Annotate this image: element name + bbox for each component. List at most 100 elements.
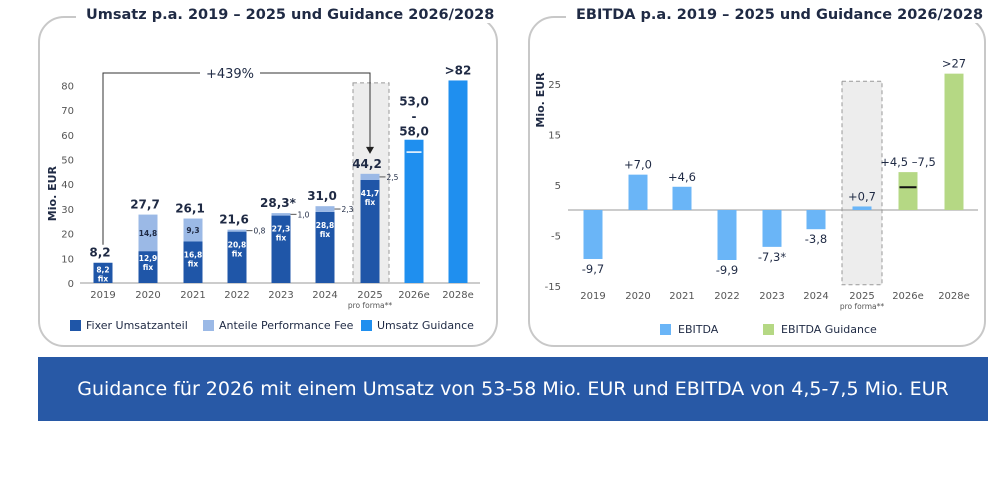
fixed-value-label: 27,3	[272, 225, 291, 234]
legend-label: Fixer Umsatzanteil	[86, 319, 188, 332]
y-tick-label: 25	[548, 80, 561, 91]
legend-swatch	[763, 324, 774, 335]
bar-ebitda-guidance	[944, 73, 964, 211]
perf-value-label: 2,5	[387, 173, 399, 182]
bar-fixed	[315, 211, 335, 283]
bar-performance-fee	[360, 173, 380, 181]
x-tick-label: 2026e	[892, 291, 924, 302]
y-tick-label: 30	[61, 205, 74, 216]
x-tick-label: 2025	[849, 291, 874, 302]
legend-swatch	[361, 320, 372, 331]
total-value-label: >82	[445, 63, 472, 77]
y-tick-label: 50	[61, 156, 74, 167]
x-tick-label: 2023	[268, 290, 293, 301]
perf-value-label: 14,8	[139, 229, 158, 238]
bar-fixed	[93, 262, 113, 283]
bar-ebitda-guidance	[898, 172, 918, 210]
x-tick-label: 2022	[714, 291, 739, 302]
bar-ebitda	[583, 210, 603, 259]
fixed-value-label: 28,8	[316, 221, 335, 230]
bar-ebitda	[762, 210, 782, 247]
ebitda-value-label: +4,6	[668, 170, 696, 184]
x-tick-label: 2024	[312, 290, 337, 301]
ebitda-value-label: -3,8	[805, 232, 827, 246]
bar-guidance	[448, 80, 468, 284]
y-tick-label: -15	[545, 282, 561, 293]
ebitda-value-label: +7,0	[624, 158, 652, 172]
x-tick-label: 2021	[180, 290, 205, 301]
revenue-chart-title: Umsatz p.a. 2019 – 2025 und Guidance 202…	[76, 7, 505, 23]
fixed-value-label: 8,2	[96, 266, 109, 275]
fixed-sublabel: fix	[232, 250, 243, 259]
bar-ebitda	[852, 206, 872, 210]
legend-label: EBITDA Guidance	[781, 323, 877, 336]
x-tick-label: 2028e	[442, 290, 474, 301]
total-value-label: 26,1	[175, 202, 205, 216]
fixed-value-label: 16,8	[184, 251, 203, 260]
y-tick-label: 60	[61, 131, 74, 142]
y-tick-label: 5	[555, 181, 561, 192]
ebitda-chart: Mio. EUR 25 15 5 -5 -15 -9,7 2019 +7,0 2020 +4,6 20…	[534, 57, 978, 336]
y-tick-label: 10	[61, 254, 74, 265]
total-value-label: 8,2	[89, 246, 110, 260]
bar-guidance	[404, 139, 424, 283]
bar-fixed	[271, 215, 291, 283]
ebitda-value-label: -9,7	[582, 262, 604, 276]
total-value-label: -	[412, 110, 417, 124]
bar-ebitda	[806, 210, 826, 230]
bar-performance-fee	[271, 213, 291, 216]
total-value-label: 21,6	[219, 213, 249, 227]
bar-fixed	[138, 251, 158, 283]
bar-performance-fee	[315, 206, 335, 212]
fixed-sublabel: fix	[320, 230, 331, 239]
y-tick-label: 15	[548, 130, 561, 141]
legend-label: Umsatz Guidance	[377, 319, 474, 332]
y-tick-label: 20	[61, 230, 74, 241]
fixed-sublabel: fix	[143, 263, 154, 272]
perf-value-label: 9,3	[186, 226, 199, 235]
legend-swatch	[70, 320, 81, 331]
guidance-banner: Guidance für 2026 mit einem Umsatz von 5…	[38, 357, 988, 464]
total-value-label: 27,7	[130, 198, 160, 212]
x-tick-label: 2021	[669, 291, 694, 302]
ebitda-value-label: +4,5 –7,5	[880, 155, 936, 169]
bar-fixed	[360, 180, 380, 283]
x-tick-label: 2020	[625, 291, 650, 302]
growth-label-bg	[200, 64, 260, 82]
total-value-label: 44,2	[352, 157, 382, 171]
bar-ebitda	[672, 186, 692, 210]
bar-performance-fee	[227, 229, 247, 232]
perf-value-label: 0,8	[254, 227, 266, 236]
ebitda-chart-title: EBITDA p.a. 2019 – 2025 und Guidance 202…	[566, 7, 994, 23]
bar-fixed	[227, 231, 247, 283]
ebitda-value-label: +0,7	[848, 189, 876, 203]
bar-performance-fee	[138, 214, 158, 252]
growth-annotation: +439%	[206, 67, 254, 82]
x-tick-sublabel: pro forma**	[348, 301, 392, 310]
fixed-value-label: 12,9	[139, 254, 158, 263]
legend-swatch	[203, 320, 214, 331]
x-tick-label: 2023	[759, 291, 784, 302]
legend-swatch	[660, 324, 671, 335]
fixed-sublabel: fix	[98, 275, 109, 284]
total-value-label: 58,0	[399, 125, 429, 139]
growth-arrowhead	[366, 146, 374, 154]
fixed-sublabel: fix	[276, 234, 287, 243]
x-tick-label: 2019	[580, 291, 605, 302]
y-tick-label: 70	[61, 106, 74, 117]
x-tick-sublabel: pro forma**	[840, 302, 884, 311]
bar-ebitda	[717, 210, 737, 260]
y-axis-label: Mio. EUR	[534, 72, 547, 128]
x-tick-label: 2028e	[938, 291, 970, 302]
ebitda-value-label: -7,3*	[758, 250, 786, 264]
bar-fixed	[183, 241, 203, 283]
fixed-sublabel: fix	[188, 260, 199, 269]
x-tick-label: 2024	[803, 291, 828, 302]
x-tick-label: 2019	[90, 290, 115, 301]
fixed-value-label: 41,7	[361, 189, 380, 198]
x-tick-label: 2026e	[398, 290, 430, 301]
y-tick-label: 80	[61, 81, 74, 92]
bar-performance-fee	[183, 218, 203, 242]
perf-value-label: 2,3	[342, 205, 354, 214]
fixed-value-label: 20,8	[228, 241, 247, 250]
